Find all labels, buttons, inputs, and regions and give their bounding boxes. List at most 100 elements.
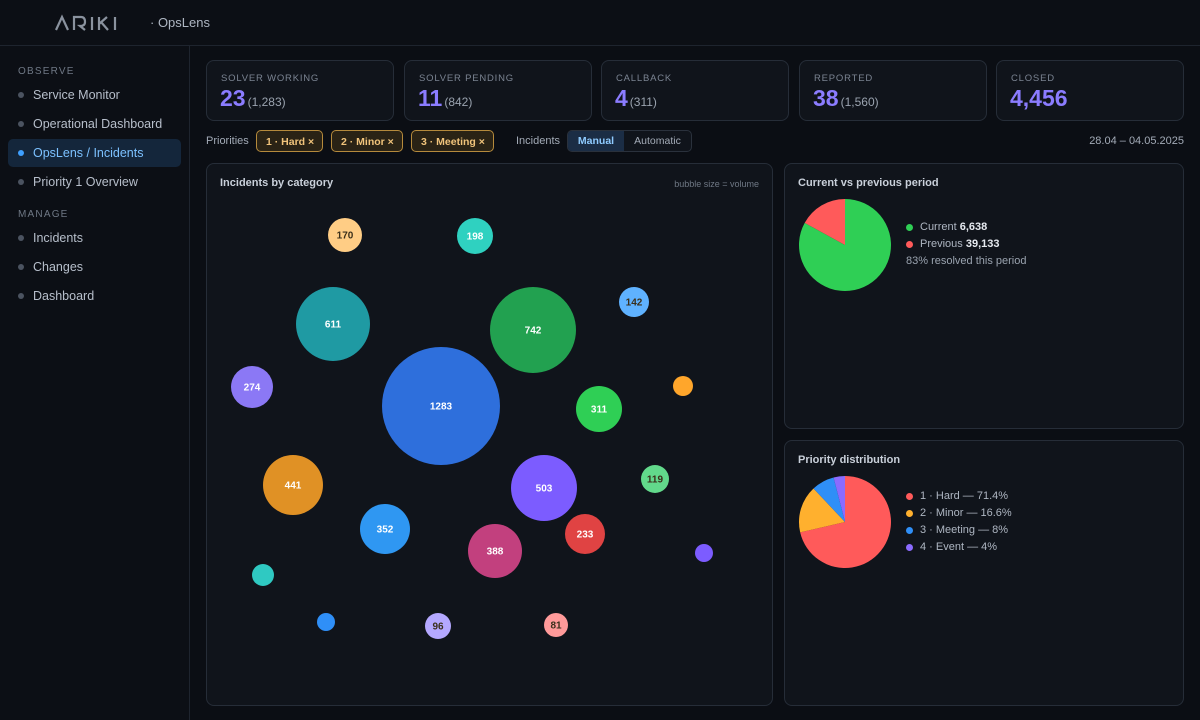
- bubble[interactable]: [360, 504, 410, 554]
- legend-label: Current: [920, 221, 957, 233]
- sidebar-item-priority-1-overview[interactable]: Priority 1 Overview: [8, 168, 181, 196]
- app-name: · OpsLens: [150, 15, 210, 30]
- bubble[interactable]: [231, 366, 273, 408]
- bubble[interactable]: [565, 514, 605, 554]
- bubble[interactable]: [490, 287, 576, 373]
- dot-icon: [18, 264, 24, 270]
- sidebar-item-changes[interactable]: Changes: [8, 253, 181, 281]
- bubble-label: 119: [647, 475, 664, 486]
- stat-caption: CLOSED: [1011, 73, 1055, 84]
- dot-icon: [18, 150, 24, 156]
- sidebar-item-label: Incidents: [33, 231, 84, 245]
- bubble[interactable]: [576, 386, 622, 432]
- stat-caption: SOLVER PENDING: [419, 73, 514, 84]
- stat-subvalue: (842): [444, 95, 473, 109]
- sidebar: OBSERVE Service Monitor Operational Dash…: [0, 46, 190, 720]
- comparison-panel: Current vs previous period Current 6,638…: [784, 163, 1184, 429]
- sidebar-item-incidents[interactable]: Incidents: [8, 224, 181, 252]
- legend-item-previous: Previous 39,133: [906, 238, 1026, 255]
- stat-subvalue: (1,283): [247, 95, 286, 109]
- bubble-label: 611: [325, 320, 342, 331]
- mode-automatic-option[interactable]: Automatic: [634, 135, 681, 147]
- bubble[interactable]: [695, 544, 713, 562]
- sidebar-item-label: Changes: [33, 260, 84, 274]
- bubble[interactable]: [544, 613, 568, 637]
- pie-slice[interactable]: [833, 476, 845, 522]
- bubble[interactable]: [468, 524, 522, 578]
- legend-item-meeting: 3 · Meeting — 8%: [906, 524, 1012, 541]
- sidebar-item-opslens-incidents[interactable]: OpsLens / Incidents: [8, 139, 181, 167]
- bubble[interactable]: [317, 613, 335, 631]
- bubble[interactable]: [425, 613, 451, 639]
- bubble[interactable]: [296, 287, 370, 361]
- sidebar-item-service-monitor[interactable]: Service Monitor: [8, 81, 181, 109]
- stat-card-closed[interactable]: CLOSED 4,456: [996, 60, 1184, 121]
- priority-legend: 1 · Hard — 71.4% 2 · Minor — 16.6% 3 · M…: [906, 490, 1012, 558]
- dot-icon: [18, 235, 24, 241]
- bubble-label: 170: [337, 231, 354, 242]
- bubble[interactable]: [328, 218, 362, 252]
- dot-icon: [18, 293, 24, 299]
- stat-card-callback[interactable]: CALLBACK 4 (311): [601, 60, 789, 121]
- stat-value: 23: [220, 85, 246, 111]
- sidebar-section-observe: OBSERVE: [18, 66, 75, 77]
- bubble-label: 503: [536, 484, 553, 495]
- bubble[interactable]: [641, 465, 669, 493]
- bubble-chart: 1283 742 611 503 441 388 352 311 274 233 198 170 142…: [231, 218, 713, 639]
- legend-item-event: 4 · Event — 4%: [906, 541, 1012, 558]
- bubble[interactable]: [263, 455, 323, 515]
- legend-swatch: [906, 544, 913, 551]
- bubble[interactable]: [619, 287, 649, 317]
- pie-slice[interactable]: [799, 488, 845, 533]
- bubble-label: 1283: [430, 402, 453, 413]
- legend-swatch: [906, 224, 913, 231]
- sidebar-item-label: Priority 1 Overview: [33, 175, 138, 189]
- bubble-label: 81: [550, 621, 562, 632]
- legend-value: 6,638: [959, 221, 988, 233]
- legend-item-minor: 2 · Minor — 16.6%: [906, 507, 1012, 524]
- bubble[interactable]: [252, 564, 274, 586]
- bubble[interactable]: [382, 347, 500, 465]
- sidebar-item-operational-dashboard[interactable]: Operational Dashboard: [8, 110, 181, 138]
- bubble[interactable]: [673, 376, 693, 396]
- sidebar-item-label: Dashboard: [33, 289, 95, 303]
- comparison-footnote: 83% resolved this period: [906, 255, 1027, 267]
- legend-value: 39,133: [965, 238, 1000, 250]
- sidebar-item-label: OpsLens / Incidents: [33, 146, 144, 160]
- priority-chip-hard[interactable]: 1 · Hard ×: [256, 130, 324, 152]
- sidebar-item-dashboard[interactable]: Dashboard: [8, 282, 181, 310]
- bubble-label: 233: [577, 530, 594, 541]
- bubble-label: 274: [244, 383, 261, 394]
- sidebar-section-manage: MANAGE: [18, 209, 69, 220]
- comparison-pie-chart: [799, 199, 891, 291]
- dot-icon: [18, 92, 24, 98]
- date-range[interactable]: 28.04 – 04.05.2025: [1089, 135, 1184, 147]
- legend-swatch: [906, 241, 913, 248]
- stat-card-solver-pending[interactable]: SOLVER PENDING 11 (842): [404, 60, 592, 121]
- bubble[interactable]: [511, 455, 577, 521]
- priority-chip-minor[interactable]: 2 · Minor ×: [331, 130, 403, 152]
- bubble-label: 142: [626, 298, 643, 309]
- legend-swatch: [906, 527, 913, 534]
- sidebar-item-label: Service Monitor: [33, 88, 120, 102]
- bubble-label: 198: [467, 232, 484, 243]
- bubble-label: 742: [525, 326, 542, 337]
- sidebar-item-label: Operational Dashboard: [33, 117, 163, 131]
- mode-manual-option[interactable]: Manual: [568, 131, 624, 151]
- legend-label: Previous: [920, 238, 963, 250]
- stat-card-reported[interactable]: REPORTED 38 (1,560): [799, 60, 987, 121]
- pie-slice[interactable]: [813, 477, 845, 522]
- priorities-label: Priorities: [206, 135, 249, 147]
- stat-card-solver-working[interactable]: SOLVER WORKING 23 (1,283): [206, 60, 394, 121]
- bubble[interactable]: [457, 218, 493, 254]
- ariki-logo[interactable]: [54, 14, 126, 32]
- pie-slice[interactable]: [804, 199, 845, 245]
- priority-chip-meeting[interactable]: 3 · Meeting ×: [411, 130, 494, 152]
- pie-slice[interactable]: [800, 476, 891, 568]
- bubble-label: 352: [377, 525, 394, 536]
- legend-swatch: [906, 510, 913, 517]
- bubble-label: 441: [285, 481, 302, 492]
- stat-subvalue: (311): [629, 95, 657, 109]
- dot-icon: [18, 179, 24, 185]
- stat-value: 4,456: [1010, 85, 1068, 111]
